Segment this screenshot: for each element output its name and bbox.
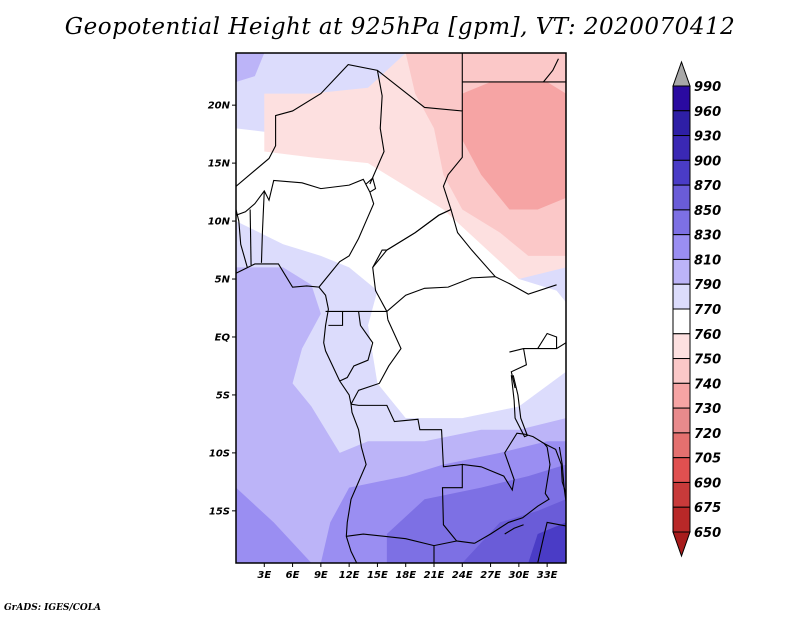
colorbar-label: 705 xyxy=(694,452,721,467)
border-gabon-congo xyxy=(339,311,374,382)
colorbar-bin xyxy=(672,382,691,409)
colorbar-label: 900 xyxy=(694,154,721,169)
colorbar-label: 690 xyxy=(694,476,721,491)
border-tanzania-malawi xyxy=(525,433,566,494)
border-burundi-rwanda xyxy=(510,348,528,389)
y-tick-label: 20N xyxy=(208,101,231,112)
lake-chad xyxy=(365,177,377,193)
colorbar-label: 790 xyxy=(694,278,721,293)
field-sudan-core xyxy=(462,81,566,210)
colorbar-bin xyxy=(672,283,691,310)
colorbar-bin xyxy=(672,308,691,335)
colorbar-label: 830 xyxy=(694,229,721,244)
lake-nasser xyxy=(542,58,559,83)
border-uganda-tanzania xyxy=(509,342,566,353)
x-tick-label: 30E xyxy=(508,570,529,581)
y-tick-label: 10N xyxy=(208,217,231,228)
colorbar-label: 870 xyxy=(694,179,721,194)
colorbar-under-arrow xyxy=(672,531,691,558)
colorbar-label: 750 xyxy=(694,353,721,368)
border-car-south-sudan xyxy=(372,208,557,295)
y-tick-label: 15N xyxy=(208,159,231,170)
colorbar-bin xyxy=(672,432,691,459)
x-tick-label: 33E xyxy=(537,570,558,581)
grads-credit: GrADS: IGES/COLA xyxy=(4,603,102,613)
y-axis: 20N 15N 10N 5N EQ 5S 10S 15S xyxy=(208,101,236,517)
map-frame xyxy=(235,52,567,564)
border-zambia-south xyxy=(474,443,551,544)
border-mozambique xyxy=(537,521,566,563)
lake-victoria-edge xyxy=(537,332,558,349)
x-axis: 3E 6E 9E 12E 15E 18E 21E 24E 27E 30E 33E xyxy=(257,563,558,581)
colorbar-over-arrow xyxy=(672,60,691,87)
y-tick-label: EQ xyxy=(215,332,231,343)
border-benin-nigeria xyxy=(260,190,265,263)
border-car-drc xyxy=(386,276,496,312)
y-tick-label: 5S xyxy=(216,390,230,401)
field-white-belt xyxy=(236,128,566,419)
colorbar-bin xyxy=(672,184,691,211)
colorbar-label: 990 xyxy=(694,80,721,95)
colorbar-label: 930 xyxy=(694,130,721,145)
colorbar-label: 760 xyxy=(694,328,721,343)
colorbar-bin xyxy=(672,234,691,260)
field-south-900 xyxy=(528,522,566,563)
colorbar-label: 740 xyxy=(694,377,721,392)
colorbar-bin xyxy=(672,481,691,508)
x-tick-label: 15E xyxy=(367,570,388,581)
field-nw-810 xyxy=(236,53,265,82)
x-tick-label: 24E xyxy=(452,570,473,581)
colorbar-label: 960 xyxy=(694,105,721,120)
colorbar-bin xyxy=(672,258,691,285)
colorbar-label: 850 xyxy=(694,204,721,219)
x-tick-label: 27E xyxy=(480,570,501,581)
colorbar-bin xyxy=(672,159,691,186)
x-tick-label: 21E xyxy=(424,570,445,581)
colorbar-bin xyxy=(672,358,691,384)
x-tick-label: 18E xyxy=(395,570,416,581)
colorbar-bin xyxy=(672,135,691,161)
coastline xyxy=(236,263,367,563)
chart-title: Geopotential Height at 925hPa [gpm], VT:… xyxy=(64,14,736,40)
border-eq-guinea xyxy=(328,311,344,326)
colorbar-label: 730 xyxy=(694,402,721,417)
x-tick-label: 9E xyxy=(314,570,328,581)
lake-malawi xyxy=(558,447,566,502)
border-angola-drc-zambia xyxy=(350,403,475,544)
colorbar-bin xyxy=(672,209,691,236)
border-ghana-togo xyxy=(236,209,248,268)
lake-tanganyika xyxy=(510,375,529,438)
colorbar-bin xyxy=(672,407,691,434)
border-angola-namibia xyxy=(346,533,457,547)
colorbar-bin xyxy=(672,85,691,112)
x-tick-label: 3E xyxy=(257,570,271,581)
colorbar-label: 810 xyxy=(694,253,721,268)
country-borders xyxy=(236,53,566,563)
colorbar-label: 675 xyxy=(694,501,721,516)
colorbar-bin xyxy=(672,333,691,360)
border-congo-drc xyxy=(350,319,402,405)
x-tick-label: 6E xyxy=(286,570,300,581)
lake-kariba xyxy=(504,524,524,535)
border-niger-chad-sudan xyxy=(236,63,463,320)
y-tick-label: 5N xyxy=(215,275,231,286)
colorbar-label: 770 xyxy=(694,303,721,318)
height-field xyxy=(236,53,566,563)
colorbar-label: 650 xyxy=(694,526,721,541)
border-togo-benin xyxy=(249,209,252,266)
border-nigeria-niger xyxy=(236,178,371,216)
field-sw-830 xyxy=(236,487,312,563)
y-tick-label: 15S xyxy=(209,506,230,517)
border-nigeria-cameroon xyxy=(318,191,375,288)
border-drc-zambia xyxy=(462,432,526,492)
colorbar-bin xyxy=(672,506,691,533)
y-tick-label: 10S xyxy=(209,448,230,459)
colorbar-bin xyxy=(672,110,691,137)
colorbar: 990 960 930 900 870 850 830 810 790 770 760 750 740 7… xyxy=(672,60,721,558)
colorbar-bin xyxy=(672,457,691,483)
border-niger-chad xyxy=(369,70,385,185)
colorbar-label: 720 xyxy=(694,427,721,442)
x-tick-label: 12E xyxy=(339,570,360,581)
